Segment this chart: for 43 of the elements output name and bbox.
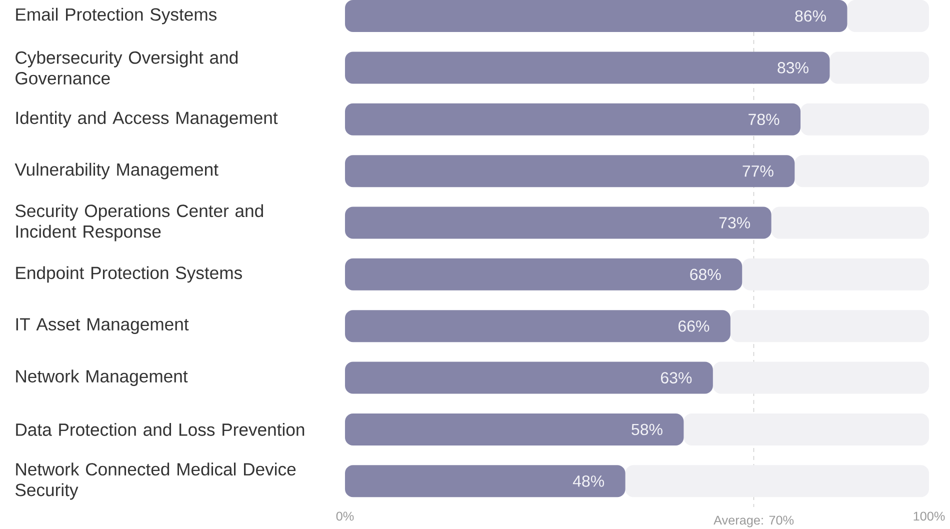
bar <box>625 465 930 498</box>
y-tick-label: IT Asset Management <box>16 318 189 334</box>
bar <box>771 206 930 239</box>
bar <box>344 52 830 84</box>
bar <box>344 103 801 136</box>
data-label: 78% <box>748 114 780 126</box>
bar <box>730 310 930 342</box>
data-label: 66% <box>678 320 710 332</box>
y-tick-label: Endpoint Protection Systems <box>16 266 242 283</box>
y-tick-label: Data Protection and Loss Prevention <box>16 423 304 436</box>
data-label: 68% <box>690 268 721 280</box>
bar <box>344 155 795 188</box>
y-tick-label: Identity and Access Management <box>16 111 278 128</box>
bar <box>794 155 930 188</box>
data-label: 63% <box>661 372 692 384</box>
bar <box>344 0 848 32</box>
bar <box>344 310 730 342</box>
y-tick-label: Email Protection Systems <box>16 8 217 24</box>
bar <box>742 258 930 290</box>
y-tick-label: Security Operations Center and Incident Response <box>16 204 263 242</box>
data-label: 73% <box>719 217 750 228</box>
data-label: 58% <box>632 424 662 436</box>
bar <box>344 362 713 394</box>
data-label: 86% <box>795 10 826 22</box>
bar <box>344 206 772 239</box>
data-label: 83% <box>778 62 808 74</box>
x-tick-label: 0% <box>336 512 354 521</box>
bar <box>830 52 930 84</box>
y-tick-label: Vulnerability Management <box>14 162 218 180</box>
data-label: 77% <box>742 165 774 177</box>
bar <box>800 103 930 136</box>
bar <box>684 413 930 446</box>
bar <box>344 465 626 498</box>
x-tick-label: 100% <box>914 512 945 521</box>
data-label: 48% <box>572 476 604 487</box>
ref-line-label: Average: 70% <box>714 516 794 528</box>
bar <box>847 0 930 32</box>
bar <box>344 258 742 290</box>
y-tick-label: Network Connected Medical Device Security <box>16 462 296 500</box>
y-tick-label: Network Management <box>16 370 188 386</box>
bar <box>712 362 930 394</box>
y-tick-label: Cybersecurity Oversight and Governance <box>16 50 238 84</box>
bar <box>344 413 684 446</box>
